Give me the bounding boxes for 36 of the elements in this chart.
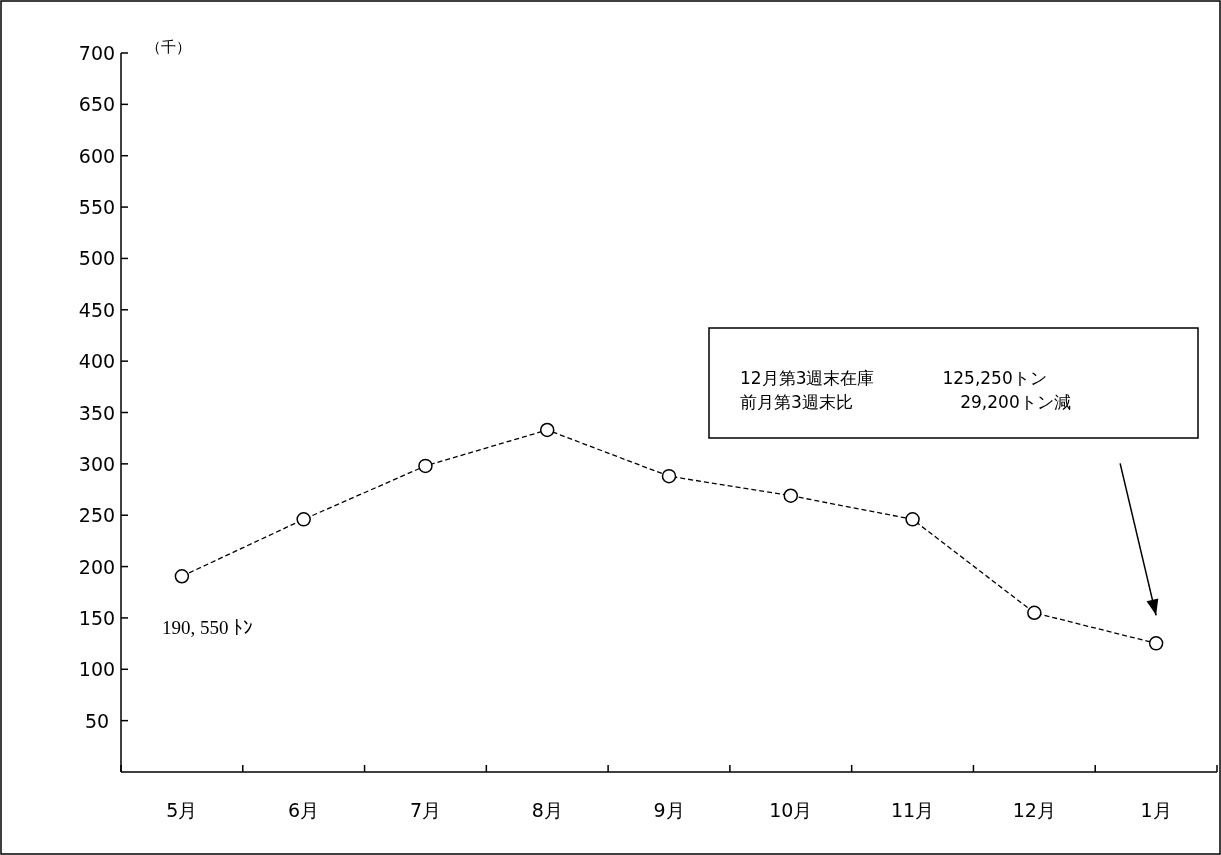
x-tick-label: 9月: [653, 799, 685, 821]
y-tick-label: 150: [78, 606, 116, 629]
point: [418, 458, 433, 474]
x-tick-label: 6月: [288, 799, 320, 821]
y-tick-label: 200: [78, 555, 116, 578]
y-axis-title: （千）: [146, 38, 191, 56]
point: [539, 422, 555, 438]
y-tick-label: 700: [78, 42, 116, 64]
y-tick-label: 50: [84, 709, 110, 732]
y-tick-label: 550: [78, 196, 116, 219]
point: [661, 468, 677, 484]
y-tick-label: 650: [78, 93, 116, 116]
y-tick-label: 450: [78, 298, 116, 321]
annotation: 190, 550 ﾄﾝ: [161, 617, 254, 639]
x-tick-label: 11月: [890, 799, 935, 821]
point: [905, 512, 920, 527]
point: [1148, 636, 1164, 651]
point: [296, 512, 311, 527]
point: [783, 488, 799, 503]
y-tick-label: 250: [78, 504, 116, 527]
point: [174, 569, 190, 584]
y-tick-label: 350: [78, 401, 116, 424]
x-tick-label: 1月: [1140, 799, 1172, 821]
y-tick-label: 300: [78, 452, 116, 475]
x-tick-label: 7月: [409, 799, 441, 821]
x-tick-label: 10月: [769, 799, 813, 821]
point: [1027, 605, 1042, 621]
x-tick-label: 5月: [166, 799, 198, 821]
y-tick-label: 500: [78, 247, 116, 270]
x-tick-label: 8月: [531, 799, 563, 821]
annotation: 前月第3週末比 29,200トン減: [740, 392, 1071, 412]
y-tick-label: 400: [78, 350, 116, 373]
x-tick-label: 12月: [1012, 799, 1056, 821]
annotation: 12月第3週末在庫 125,250トン: [740, 368, 1047, 388]
y-tick-label: 100: [78, 658, 116, 681]
y-tick-label: 600: [78, 144, 116, 167]
